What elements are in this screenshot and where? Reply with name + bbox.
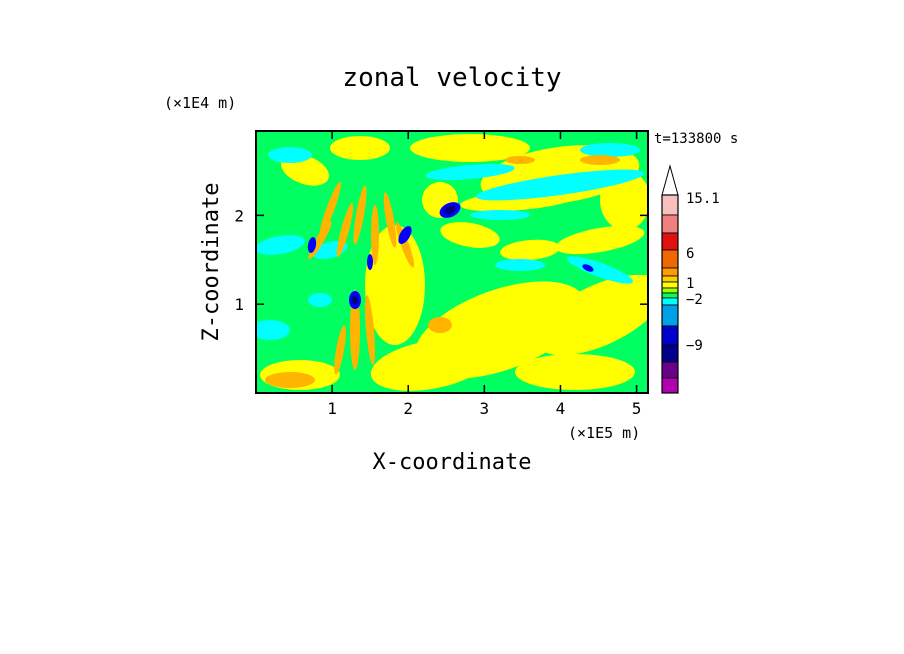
field-blob-yellow: [515, 354, 635, 390]
y-axis-label: Z-coordinate: [199, 183, 224, 342]
y-tick-label: 2: [234, 206, 244, 225]
field-blob-navy: [352, 295, 358, 305]
field-blob-cyan: [495, 259, 545, 271]
chart-title: zonal velocity: [342, 63, 561, 93]
field-blob-orange: [350, 290, 360, 370]
field-blob-blue: [398, 225, 412, 245]
x-tick-label: 5: [632, 399, 642, 418]
field-blob-yellow: [555, 225, 645, 255]
colorbar-level: [661, 281, 679, 289]
field-blob-blue: [307, 237, 317, 253]
field-blob-yellow: [440, 222, 500, 248]
x-axis-label: X-coordinate: [373, 450, 532, 475]
x-unit-label: (×1E5 m): [568, 424, 640, 442]
field-blob-cyan: [567, 256, 633, 284]
y-axis: 12: [234, 206, 648, 314]
field-blob-cyan: [256, 320, 290, 340]
field-blob-yellow: [500, 239, 560, 261]
x-tick-label: 2: [403, 399, 413, 418]
field-blob-yellow: [330, 136, 390, 160]
field-blob-cyan: [470, 210, 530, 220]
field-blob-cyan: [580, 143, 640, 157]
colorbar-level: [661, 325, 679, 346]
field-blob-orange: [364, 295, 376, 365]
colorbar-level: [661, 275, 679, 283]
field-blob-yellow: [410, 134, 530, 162]
field-blob-cyan: [308, 293, 332, 307]
colorbar-level: [661, 214, 679, 234]
field-blob-orange: [371, 205, 379, 265]
plot-frame: [255, 130, 649, 394]
field-blob-cyan: [425, 163, 515, 181]
field-blob-orange: [353, 185, 367, 245]
colorbar: 15.1 6 1−2 −9: [661, 164, 720, 394]
field-blob-blue: [367, 254, 373, 270]
colorbar-label: −2: [686, 292, 703, 308]
field-blob-orange: [428, 317, 452, 333]
time-label: t=133800 s: [654, 131, 738, 147]
y-unit-label: (×1E4 m): [164, 94, 236, 112]
field-blob-orange: [336, 202, 354, 258]
x-tick-label: 1: [327, 399, 337, 418]
field-blob-blue: [582, 264, 594, 272]
field-blob-orange: [580, 155, 620, 165]
colorbar-level: [661, 377, 679, 394]
colorbar-level: [661, 249, 679, 269]
colorbar-level: [661, 304, 679, 327]
field-blob-navy: [444, 205, 456, 215]
colorbar-frame: [661, 194, 679, 394]
field-blob-orange: [334, 325, 346, 375]
colorbar-level: [661, 297, 679, 306]
colorbar-label: 6: [686, 246, 694, 262]
field-blob-orange: [265, 372, 315, 388]
field-blob-orange: [319, 181, 341, 239]
colorbar-level: [661, 232, 679, 251]
y-tick-label: 1: [234, 295, 244, 314]
field-blob-yellow: [370, 339, 490, 391]
field-blob-orange: [505, 156, 535, 164]
x-tick-label: 4: [556, 399, 566, 418]
colorbar-level: [661, 344, 679, 363]
colorbar-label: −9: [686, 338, 703, 354]
field-blob-cyan: [256, 235, 305, 255]
contour-field: [256, 131, 648, 393]
field-blob-cyan: [475, 169, 645, 201]
x-axis: 1 2 3 4 5: [327, 131, 641, 418]
colorbar-level: [661, 267, 679, 277]
colorbar-overflow-arrow: [661, 164, 679, 196]
colorbar-label: 15.1: [686, 191, 720, 207]
colorbar-level: [661, 287, 679, 294]
field-blob-cyan: [268, 147, 312, 163]
field-blob-orange: [383, 192, 397, 248]
colorbar-level: [661, 361, 679, 379]
colorbar-level: [661, 194, 679, 216]
x-tick-label: 3: [480, 399, 490, 418]
colorbar-label: 1: [686, 276, 694, 292]
colorbar-level: [661, 292, 679, 299]
